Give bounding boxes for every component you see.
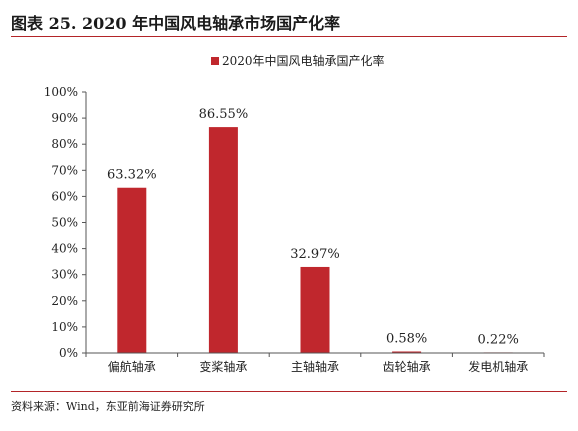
data-label: 63.32% <box>107 168 157 183</box>
bar <box>208 127 238 354</box>
x-tick-label: 主轴轴承 <box>291 359 339 374</box>
x-tick-label: 变桨轴承 <box>199 359 247 374</box>
legend-label: 2020年中国风电轴承国产化率 <box>222 53 385 68</box>
legend: 2020年中国风电轴承国产化率 <box>211 53 385 68</box>
y-tick-label: 10% <box>51 320 78 334</box>
y-tick-label: 20% <box>51 294 78 308</box>
footer-rule <box>11 391 567 392</box>
bars: 63.32% 86.55% 32.97% 0.58% 0.22% <box>107 107 519 354</box>
y-tick-label: 70% <box>51 163 78 177</box>
x-tick-label: 发电机轴承 <box>468 359 528 374</box>
data-label: 0.22% <box>478 332 519 347</box>
y-tick-label: 40% <box>51 242 78 256</box>
y-tick-label: 80% <box>51 137 78 151</box>
data-label: 0.58% <box>386 331 427 346</box>
x-axis: 偏航轴承 变桨轴承 主轴轴承 齿轮轴承 发电机轴承 <box>85 352 545 374</box>
legend-swatch <box>211 57 219 65</box>
data-label: 32.97% <box>290 247 340 262</box>
y-tick-label: 50% <box>51 216 78 230</box>
chart-title: 图表 25. 2020 年中国风电轴承市场国产化率 <box>11 14 341 33</box>
bar <box>392 351 422 353</box>
title-rule <box>11 36 567 37</box>
source-note: 资料来源：Wind，东亚前海证券研究所 <box>11 400 205 413</box>
x-tick-label: 齿轮轴承 <box>383 359 431 374</box>
y-axis: 0% 10% 20% 30% 40% 50% 60% 70% 80% 90% 100% <box>44 85 87 360</box>
y-tick-label: 90% <box>51 111 78 125</box>
bar <box>117 187 147 353</box>
y-tick-label: 0% <box>59 346 78 360</box>
bar <box>300 266 330 353</box>
y-tick-label: 60% <box>51 189 78 203</box>
y-tick-label: 30% <box>51 268 78 282</box>
data-label: 86.55% <box>199 107 249 122</box>
bar-chart: 2020年中国风电轴承国产化率 0% 10% 20% 30% 40% 50% 60% 70% 8… <box>44 53 545 374</box>
y-tick-label: 100% <box>44 85 78 99</box>
x-tick-label: 偏航轴承 <box>108 359 156 374</box>
